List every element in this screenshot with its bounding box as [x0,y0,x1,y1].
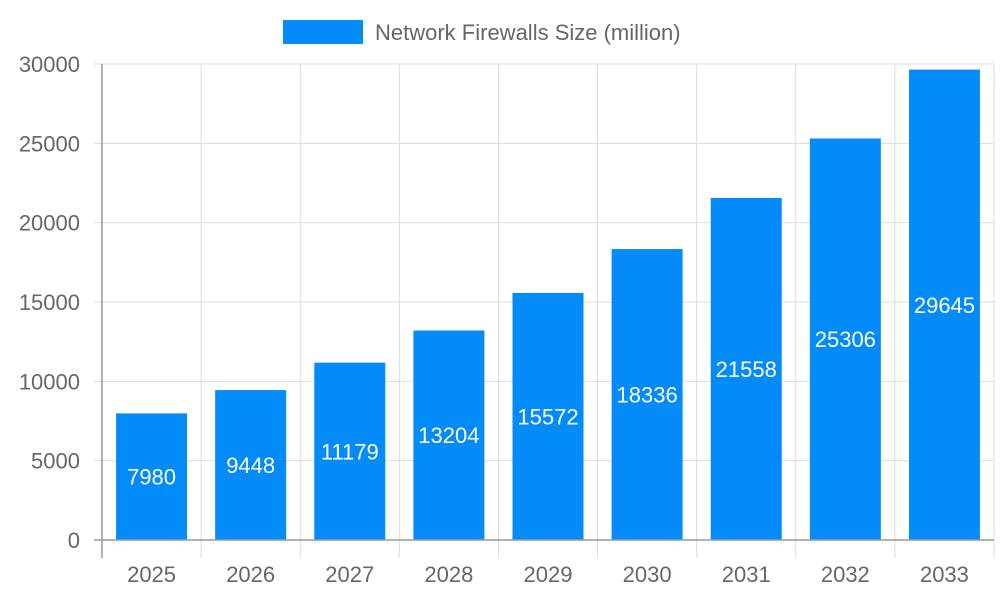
y-tick-label: 25000 [19,131,80,156]
x-tick-label: 2028 [424,562,473,587]
bar-value-label: 13204 [418,423,479,448]
y-tick-label: 15000 [19,290,80,315]
bar [710,197,782,540]
bar-value-label: 18336 [617,383,678,408]
bar [908,69,980,541]
y-tick-label: 10000 [19,369,80,394]
bar-value-label: 15572 [517,404,578,429]
bar [611,249,683,541]
x-tick-label: 2025 [127,562,176,587]
bar [215,390,287,540]
bar-value-label: 25306 [815,327,876,352]
y-tick-label: 30000 [19,52,80,77]
bar [116,413,188,540]
legend-label: Network Firewalls Size (million) [375,20,681,45]
bars [116,69,980,541]
x-tick-label: 2027 [325,562,374,587]
bar [413,330,485,540]
bar-value-label: 29645 [914,293,975,318]
x-tick-label: 2032 [821,562,870,587]
bar [809,138,881,540]
y-tick-label: 5000 [31,449,80,474]
bar-value-label: 21558 [716,357,777,382]
legend: Network Firewalls Size (million) [283,20,681,45]
x-tick-label: 2033 [920,562,969,587]
bar-value-label: 11179 [321,439,379,464]
y-axis-ticks: 0 5000 10000 15000 20000 25000 30000 [19,52,80,553]
x-axis-ticks: 2025 2026 2027 2028 2029 2030 2031 2032 2033 [127,562,969,587]
legend-swatch [283,20,363,44]
bar [512,292,584,540]
grid [94,63,995,558]
x-tick-label: 2026 [226,562,275,587]
x-tick-label: 2031 [722,562,771,587]
x-tick-label: 2030 [623,562,672,587]
y-tick-label: 0 [68,528,80,553]
x-tick-label: 2029 [524,562,573,587]
bar [314,362,386,540]
bar-labels: 7980 9448 11179 13204 15572 18336 21558 25306 29… [127,293,975,490]
bar-value-label: 7980 [127,465,176,490]
y-tick-label: 20000 [19,211,80,236]
bar-value-label: 9448 [226,453,275,478]
axes [94,64,994,558]
